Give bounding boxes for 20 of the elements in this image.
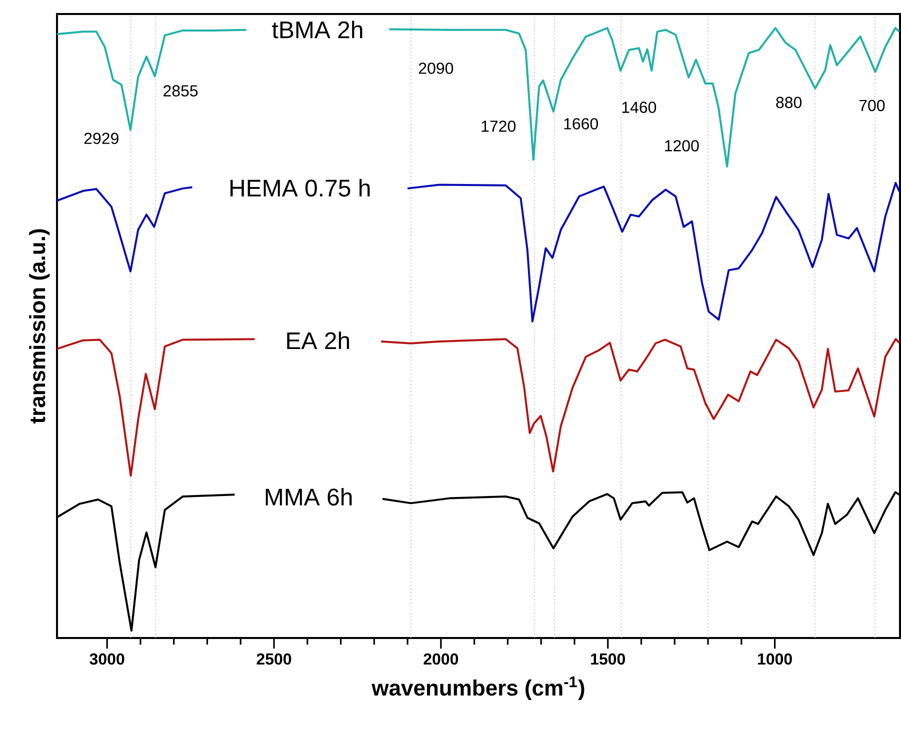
x-tick-label: 1000 bbox=[758, 653, 792, 665]
x-tick-label: 2500 bbox=[256, 653, 292, 665]
series-label: HEMA 0.75 h bbox=[230, 179, 370, 197]
y-axis-title: transmission (a.u.) bbox=[29, 229, 50, 424]
series-label: EA 2h bbox=[287, 332, 350, 350]
annotation: 2090 bbox=[418, 62, 454, 74]
annotation: 880 bbox=[776, 96, 802, 108]
annotation: 1200 bbox=[665, 140, 699, 152]
annotation: 1460 bbox=[622, 102, 656, 113]
series-label: tBMA 2h bbox=[272, 20, 362, 38]
x-tick-label: 2000 bbox=[424, 653, 458, 665]
x-axis-title: wavenumbers (cm$^{-1}$) bbox=[372, 676, 584, 700]
annotation: 1660 bbox=[564, 118, 598, 130]
x-tick-label: 3000 bbox=[90, 653, 124, 665]
series-label: MMA 6h bbox=[266, 488, 352, 506]
x-tick-label: 1500 bbox=[591, 653, 625, 665]
annotation: 2855 bbox=[164, 85, 198, 96]
annotation: 1720 bbox=[482, 120, 516, 132]
annotation: 2929 bbox=[84, 132, 118, 144]
annotation: 700 bbox=[859, 100, 885, 112]
